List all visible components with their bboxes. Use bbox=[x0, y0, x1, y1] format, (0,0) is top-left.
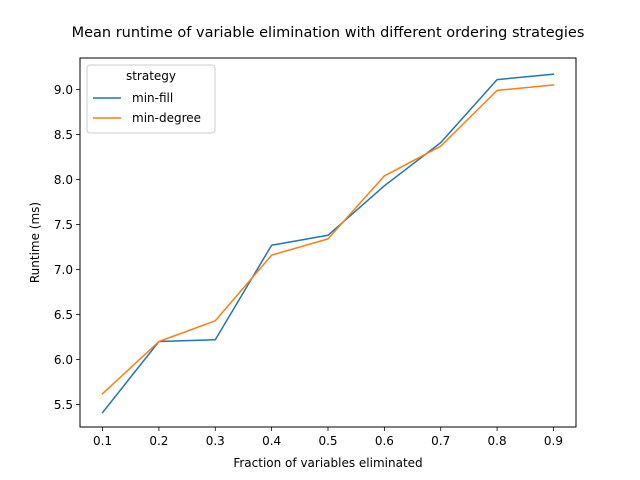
y-axis: 5.5 6.0 6.5 7.0 7.5 8.0 8.5 9.0 bbox=[54, 83, 80, 412]
x-tick-label: 0.4 bbox=[262, 434, 281, 448]
legend-title: strategy bbox=[126, 69, 176, 83]
y-tick-label: 7.0 bbox=[54, 263, 73, 277]
x-axis: 0.1 0.2 0.3 0.4 0.5 0.6 0.7 0.8 0.9 bbox=[93, 427, 563, 448]
x-tick-label: 0.1 bbox=[93, 434, 112, 448]
x-tick-label: 0.7 bbox=[431, 434, 450, 448]
y-tick-label: 5.5 bbox=[54, 398, 73, 412]
y-tick-label: 9.0 bbox=[54, 83, 73, 97]
y-axis-label: Runtime (ms) bbox=[28, 202, 42, 283]
chart-title: Mean runtime of variable elimination wit… bbox=[72, 25, 585, 41]
x-tick-label: 0.3 bbox=[206, 434, 225, 448]
x-tick-label: 0.2 bbox=[149, 434, 168, 448]
x-tick-label: 0.6 bbox=[375, 434, 394, 448]
series-line-min-degree bbox=[101, 84, 555, 395]
x-tick-label: 0.8 bbox=[488, 434, 507, 448]
legend-label-min-degree: min-degree bbox=[132, 111, 201, 125]
plot-lines bbox=[101, 73, 555, 414]
y-tick-label: 6.5 bbox=[54, 308, 73, 322]
y-tick-label: 7.5 bbox=[54, 218, 73, 232]
x-axis-label: Fraction of variables eliminated bbox=[233, 456, 422, 470]
legend: strategy min-fill min-degree bbox=[86, 64, 216, 134]
y-tick-label: 8.0 bbox=[54, 173, 73, 187]
x-tick-label: 0.9 bbox=[544, 434, 563, 448]
legend-box bbox=[86, 64, 216, 134]
y-tick-label: 8.5 bbox=[54, 128, 73, 142]
series-line-min-fill bbox=[101, 73, 555, 414]
x-tick-label: 0.5 bbox=[318, 434, 337, 448]
y-tick-label: 6.0 bbox=[54, 353, 73, 367]
legend-label-min-fill: min-fill bbox=[132, 91, 173, 105]
